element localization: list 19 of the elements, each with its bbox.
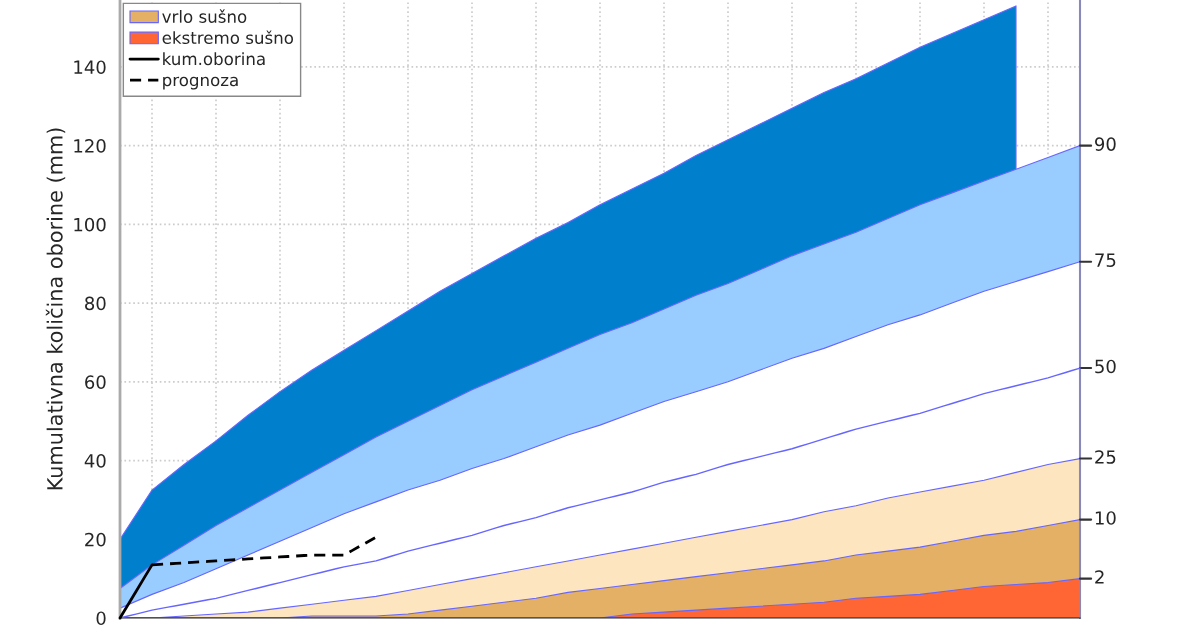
y-tick-label: 100: [74, 217, 106, 232]
legend-label: kum.oborina: [163, 52, 265, 66]
text: 2: [1095, 570, 1104, 584]
text: 75: [1095, 253, 1116, 267]
y-tick-label: 20: [85, 532, 106, 547]
legend-label: ekstremo sušno: [162, 30, 294, 45]
y-tick-label: 60: [85, 375, 106, 389]
text: 25: [1095, 450, 1116, 464]
text: 90: [1095, 137, 1116, 151]
y-tick-label: 40: [84, 454, 106, 468]
y-tick-label: 0: [96, 611, 106, 626]
y-tick-label: 140: [74, 60, 106, 75]
text: 10: [1095, 511, 1116, 525]
text: 50: [1095, 359, 1116, 374]
legend-label: vrlo sušno: [162, 9, 247, 23]
y-tick-label: 120: [74, 139, 106, 153]
y-tick-label: 80: [85, 296, 106, 311]
legend-label: prognoza: [163, 76, 238, 90]
y-axis-title: Kumulativna količina oborine (mm): [45, 128, 66, 490]
